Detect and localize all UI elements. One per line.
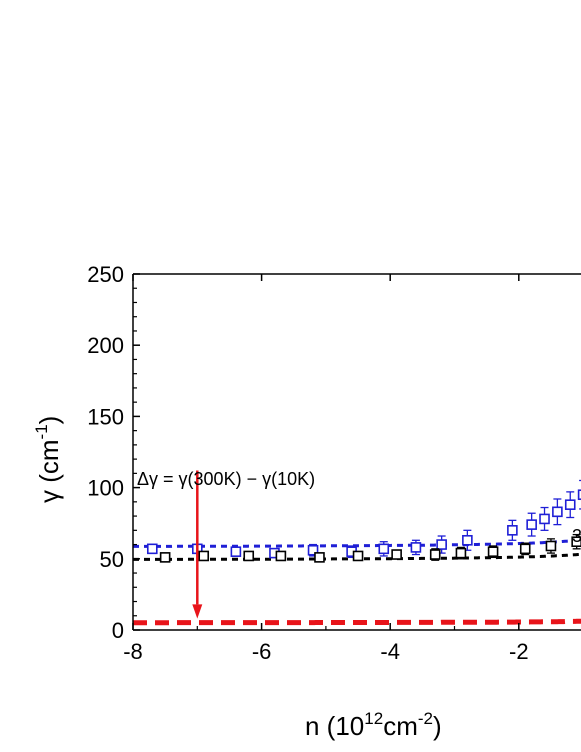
- blue-data-point: [552, 506, 563, 518]
- fit-curves: [133, 538, 581, 626]
- blue-data-point: [462, 534, 473, 546]
- black-data-point: [275, 550, 287, 562]
- blue-data-point: [539, 513, 550, 525]
- blue-data-point: [307, 544, 319, 556]
- delta-gamma-arrow-head: [192, 604, 203, 619]
- tick-marks: [132, 273, 520, 631]
- y-tick-label: 250: [87, 262, 124, 287]
- blue-data-point: [564, 499, 576, 510]
- black-series: [159, 533, 581, 563]
- arrow-annotations: [192, 470, 203, 619]
- y-tick-label: 200: [87, 333, 124, 358]
- blue-data-point: [436, 539, 447, 550]
- blue-data-point: [526, 519, 537, 530]
- black-data-point: [429, 549, 441, 560]
- blue-data-point: [410, 542, 422, 553]
- delta-gamma-annotation: Δγ = γ(300K) − γ(10K): [137, 469, 315, 489]
- black-data-point: [314, 552, 325, 563]
- blue-series: [146, 479, 581, 559]
- x-tick-label: -2: [509, 639, 529, 664]
- y-tick-label: 150: [87, 404, 124, 429]
- x-tick-label: -6: [252, 639, 272, 664]
- black-data-point: [519, 543, 531, 555]
- axes: [132, 273, 581, 631]
- x-axis-title: n (1012cm-2): [305, 709, 442, 741]
- black-data-point: [545, 540, 557, 552]
- y-axis-title: γ (cm-1): [32, 416, 64, 503]
- x-tick-label: -8: [123, 639, 143, 664]
- blue-data-point: [577, 489, 581, 501]
- x-tick-label: -4: [380, 639, 400, 664]
- black-data-point: [352, 550, 364, 562]
- blue-data-point: [230, 546, 242, 557]
- black-data-point: [571, 536, 581, 548]
- black-data-point: [198, 550, 210, 562]
- y-tick-label: 100: [87, 476, 124, 501]
- data-series: [146, 479, 581, 563]
- plot-area: [133, 470, 581, 626]
- blue-data-point: [146, 543, 158, 555]
- black-data-point: [243, 550, 255, 562]
- y-tick-label: 0: [112, 618, 124, 643]
- black-data-point: [391, 549, 402, 560]
- y-tick-label: 50: [100, 547, 124, 572]
- blue-data-point: [507, 525, 518, 536]
- right-edge-label: 3: [572, 526, 581, 546]
- red-fit-curve: [133, 618, 581, 626]
- blue-data-point: [378, 543, 390, 555]
- black-data-point: [455, 547, 467, 559]
- black-data-point: [159, 552, 171, 563]
- black-data-point: [487, 546, 499, 557]
- tick-labels: -8-6-4-20246050100150200250: [87, 262, 529, 664]
